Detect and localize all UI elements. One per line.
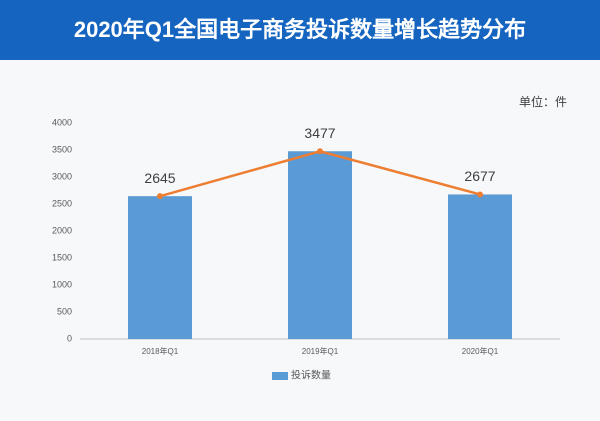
- data-label: 2677: [464, 168, 495, 184]
- y-tick-label: 2000: [52, 225, 72, 235]
- x-tick-label: 2020年Q1: [462, 346, 499, 356]
- y-tick-label: 0: [67, 333, 72, 343]
- y-tick-label: 1000: [52, 279, 72, 289]
- y-tick-label: 4000: [52, 117, 72, 127]
- bar: [448, 194, 512, 339]
- title-banner: [0, 0, 600, 60]
- y-tick-label: 2500: [52, 198, 72, 208]
- line-point: [477, 191, 483, 198]
- line-point: [317, 148, 323, 155]
- legend-label: 投诉数量: [291, 369, 331, 382]
- data-label: 3477: [304, 125, 335, 141]
- x-tick-label: 2019年Q1: [302, 346, 339, 356]
- y-tick-label: 3500: [52, 144, 72, 154]
- legend-swatch: [272, 372, 288, 380]
- line-point: [157, 193, 163, 200]
- y-tick-label: 1500: [52, 252, 72, 262]
- y-tick-label: 3000: [52, 171, 72, 181]
- bar: [288, 151, 352, 339]
- x-tick-label: 2018年Q1: [142, 346, 179, 356]
- chart-title: 2020年Q1全国电子商务投诉数量增长趋势分布: [74, 17, 526, 42]
- y-tick-label: 500: [57, 306, 72, 316]
- bar: [128, 196, 192, 339]
- data-label: 2645: [144, 170, 175, 186]
- unit-label: 单位：件: [519, 94, 567, 109]
